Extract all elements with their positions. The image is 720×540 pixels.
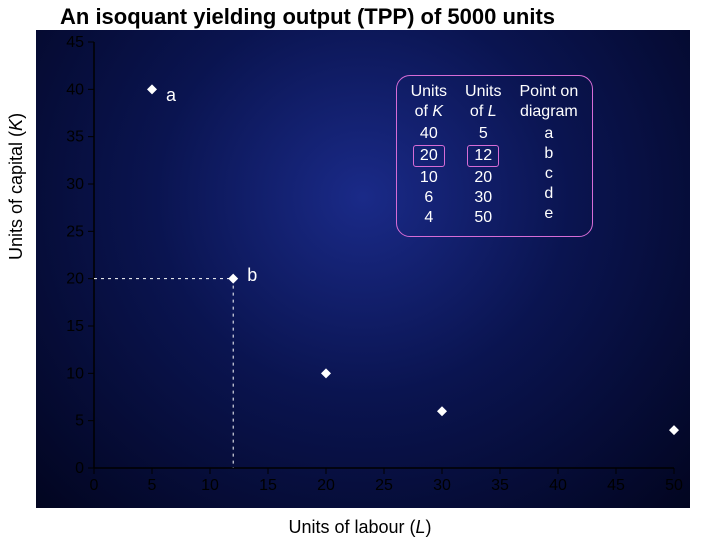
svg-text:25: 25	[375, 477, 393, 494]
table-cell: 12	[467, 145, 499, 167]
table-cell: 40	[420, 124, 438, 144]
y-axis-label: Units of capital (K)	[6, 113, 27, 260]
table-header: Unitsof L	[465, 82, 501, 122]
data-point	[437, 406, 447, 416]
svg-text:35: 35	[491, 477, 509, 494]
table-cell: 10	[420, 168, 438, 188]
svg-text:45: 45	[607, 477, 625, 494]
svg-text:0: 0	[75, 460, 84, 477]
svg-text:15: 15	[66, 318, 84, 335]
table-cell: e	[544, 204, 553, 224]
table-cell: c	[545, 164, 553, 184]
isoquant-data-table: Unitsof K40201064Unitsof L512203050Point…	[396, 75, 594, 237]
table-cell: 30	[474, 188, 492, 208]
svg-text:30: 30	[433, 477, 451, 494]
table-cell: d	[544, 184, 553, 204]
svg-text:15: 15	[259, 477, 277, 494]
table-cell: b	[544, 144, 553, 164]
svg-text:25: 25	[66, 223, 84, 240]
svg-text:30: 30	[66, 176, 84, 193]
svg-text:40: 40	[66, 81, 84, 98]
point-label-b: b	[247, 265, 257, 286]
point-label-a: a	[166, 85, 176, 106]
x-axis-label: Units of labour (L)	[0, 517, 720, 538]
table-header: Point ondiagram	[520, 82, 579, 122]
slide-title: An isoquant yielding output (TPP) of 500…	[60, 4, 555, 30]
table-cell: a	[544, 124, 553, 144]
table-cell: 20	[474, 168, 492, 188]
table-cell: 20	[413, 145, 445, 167]
data-point	[228, 274, 238, 284]
data-point	[669, 425, 679, 435]
table-cell: 6	[424, 188, 433, 208]
svg-text:40: 40	[549, 477, 567, 494]
svg-text:5: 5	[75, 413, 84, 430]
svg-text:20: 20	[317, 477, 335, 494]
data-point	[321, 368, 331, 378]
table-cell: 50	[474, 208, 492, 228]
table-header: Unitsof K	[411, 82, 447, 122]
svg-text:0: 0	[90, 477, 99, 494]
svg-text:35: 35	[66, 129, 84, 146]
svg-text:10: 10	[201, 477, 219, 494]
table-cell: 4	[424, 208, 433, 228]
data-point	[147, 84, 157, 94]
svg-text:45: 45	[66, 34, 84, 51]
svg-text:50: 50	[665, 477, 683, 494]
svg-text:5: 5	[148, 477, 157, 494]
table-cell: 5	[479, 124, 488, 144]
svg-text:20: 20	[66, 271, 84, 288]
svg-text:10: 10	[66, 365, 84, 382]
